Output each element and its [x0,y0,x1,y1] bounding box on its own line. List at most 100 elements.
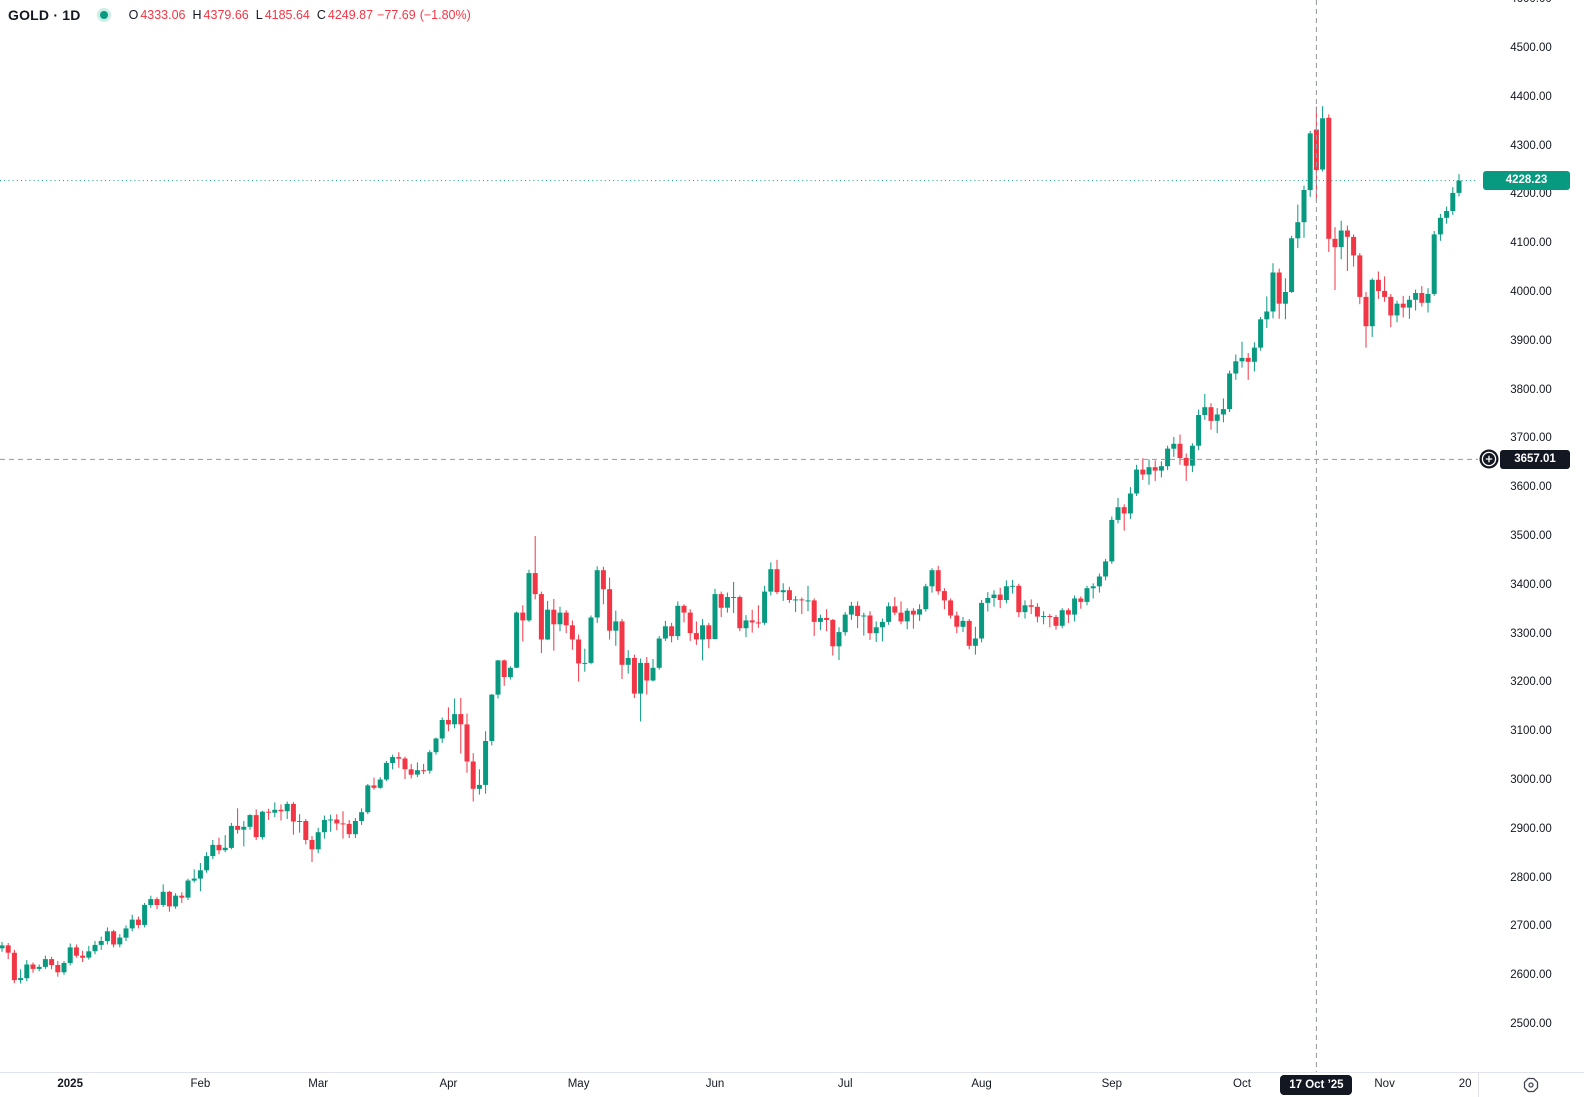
candle-body [340,823,346,825]
candle-body [1239,357,1245,362]
open-value: 4333.06 [140,8,186,22]
candle-body [1251,347,1257,362]
candle-body [197,870,203,879]
close-label: C [316,8,326,22]
candle-body [476,784,482,789]
candle-body [600,570,606,590]
candle-body [1431,234,1437,294]
price-axis-label: 4600.00 [1478,0,1584,6]
crosshair-price-label: 3657.01 [1500,449,1570,469]
candle-body [427,752,433,771]
candle-body [805,600,811,602]
candle-body [1357,255,1363,297]
candle-body [706,625,712,639]
candle-body [142,904,148,925]
candle-body [879,621,885,628]
price-axis-label: 2600.00 [1510,969,1552,982]
candle-body [960,620,966,627]
time-axis[interactable]: 17 Oct ’25 2025 Feb Mar Apr May Jun Jul Aug Sep O… [0,1072,1584,1097]
candle-body [253,815,259,838]
candle-body [67,947,73,963]
candle-body [228,825,234,848]
candle-body [941,591,947,601]
candle-body [483,741,489,785]
candle-body [135,919,141,925]
time-axis-label: Oct [1233,1078,1251,1090]
candle-body [309,840,315,850]
price-axis-label: 2900.00 [1510,822,1552,835]
high-label: H [192,8,202,22]
candle-body [321,820,327,833]
candle-body [1171,443,1177,449]
candle-body [365,785,371,813]
candles-layer[interactable] [0,106,1462,984]
candle-body [439,720,445,739]
candle-body [1282,292,1288,304]
time-axis-label: Jun [705,1078,725,1090]
candlestick-chart[interactable] [0,0,1478,1072]
candle-body [737,597,743,629]
candle-body [272,809,278,813]
candle-body [1258,319,1264,348]
candle-body [687,612,693,634]
price-axis-label: 4000.00 [1510,286,1552,298]
candle-body [284,803,290,812]
add-alert-plus-button[interactable] [1479,449,1499,469]
candle-body [495,660,501,695]
candle-body [1090,586,1096,589]
candle-body [73,947,79,956]
candle-body [1134,469,1140,494]
candle-body [1010,585,1016,587]
candle-body [724,597,730,608]
candle-body [1227,373,1233,410]
candle-body [0,945,5,949]
candle-body [824,618,830,620]
candle-body [638,662,644,694]
candle-body [1369,279,1375,327]
candle-body [1041,616,1047,617]
candle-body [408,769,414,775]
legend: GOLD · 1D O 4333.06 H 4379.66 L 4185.64 … [8,5,478,25]
price-axis-label: 3900.00 [1510,334,1552,347]
candle-body [799,599,805,601]
candle-body [1326,117,1332,239]
candle-body [1320,118,1326,170]
candle-body [1313,129,1319,171]
candle-body [1121,507,1127,514]
candle-body [972,638,978,646]
candle-body [1413,293,1419,300]
market-status-icon[interactable] [96,8,111,22]
market-status-dot [99,11,108,19]
candle-body [954,615,960,627]
candle-body [1270,272,1276,312]
candle-body [836,632,842,647]
candle-body [923,586,929,610]
candle-body [24,964,30,979]
gear-icon[interactable] [1521,1075,1541,1095]
candle-body [1103,561,1109,577]
candle-body [1295,222,1301,239]
price-axis-label: 4400.00 [1510,90,1552,103]
candle-body [390,757,396,763]
candle-body [173,895,179,907]
close-value: 4249.87 [327,8,374,22]
symbol-title[interactable]: GOLD · 1D [8,7,81,23]
candle-body [402,758,408,770]
chart-plot-area[interactable]: GOLD · 1D O 4333.06 H 4379.66 L 4185.64 … [0,0,1478,1072]
crosshair-date-badge: 17 Oct ’25 [1280,1075,1353,1095]
candle-body [179,895,185,898]
axis-corner-divider [1478,1073,1479,1097]
candle-body [607,589,613,631]
candle-body [979,602,985,639]
price-axis[interactable]: 4228.23 3657.01 4600.00 4500.00 4400.00 430… [1478,0,1584,1072]
candle-body [117,937,123,945]
candle-body [855,605,861,616]
candle-body [1034,606,1040,617]
candle-body [1332,238,1338,248]
candle-body [98,941,104,945]
candle-body [5,945,11,953]
candle-body [489,694,495,741]
candle-body [700,625,706,640]
change-percent-value: (−1.80%) [419,8,471,22]
